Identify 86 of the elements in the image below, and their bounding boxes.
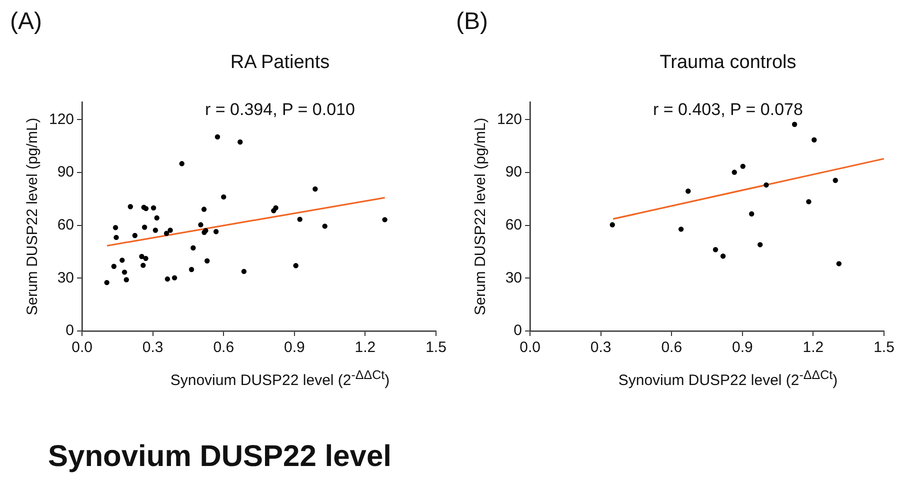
x-tick-label: 0.0	[72, 339, 92, 356]
x-tick-label: 1.5	[426, 339, 446, 356]
x-tick-label: 1.5	[874, 339, 894, 356]
point	[758, 242, 763, 248]
annotation: r = 0.403, P = 0.078	[652, 100, 804, 120]
point	[139, 254, 144, 260]
point	[749, 211, 754, 216]
point	[190, 245, 196, 250]
point	[154, 215, 160, 221]
point	[732, 170, 737, 175]
point	[214, 134, 220, 140]
point	[764, 182, 769, 188]
point	[678, 226, 684, 232]
x-tick-label: 0.9	[732, 339, 753, 356]
y-tick-label: 60	[57, 216, 74, 234]
annotation: r = 0.394, P = 0.010	[204, 100, 356, 120]
point	[297, 216, 302, 222]
y-tick-label: 120	[496, 110, 522, 128]
point	[150, 205, 156, 210]
y-axis-title: Serum DUSP22 level (pg/mL)	[24, 118, 42, 316]
y-tick-label: 60	[505, 216, 522, 234]
point	[164, 276, 170, 282]
point	[686, 188, 691, 194]
point	[143, 256, 148, 262]
x-tick-label: 0.3	[142, 339, 164, 356]
point	[164, 230, 170, 236]
point	[204, 258, 210, 264]
y-tick-label: 90	[57, 164, 74, 181]
x-axis-title: Synovium DUSP22 level (2$^{-ΔΔCt}$)	[169, 368, 391, 389]
y-tick-label: 120	[48, 110, 74, 128]
point	[140, 262, 146, 268]
point	[112, 225, 118, 230]
x-axis-title: Synovium DUSP22 level (2$^{-ΔΔCt}$)	[617, 368, 839, 389]
point	[792, 122, 798, 127]
point	[114, 234, 119, 240]
point	[720, 254, 726, 259]
point	[832, 178, 838, 183]
point	[188, 266, 194, 272]
y-axis-title: Serum DUSP22 level (pg/mL)	[472, 118, 490, 316]
point	[382, 217, 388, 222]
point	[124, 277, 129, 282]
point	[740, 164, 746, 169]
point	[836, 261, 842, 266]
point	[142, 224, 148, 230]
point	[241, 268, 247, 274]
point	[111, 264, 116, 269]
chart-title: Trauma controls	[658, 52, 798, 74]
point	[168, 228, 173, 233]
point	[293, 263, 298, 268]
text: (B)	[456, 8, 488, 36]
point	[152, 228, 158, 233]
point	[273, 205, 278, 210]
chart-title: RA Patients	[229, 52, 331, 74]
y-tick-label: 0	[66, 322, 74, 340]
point	[812, 137, 817, 142]
text: (A)	[10, 8, 42, 36]
point	[610, 222, 615, 228]
point	[238, 139, 243, 145]
point	[104, 280, 110, 286]
x-tick-label: 0.6	[213, 339, 234, 356]
text: Synovium DUSP22 level	[48, 440, 392, 474]
point	[143, 206, 149, 212]
point	[132, 232, 138, 238]
y-tick-label: 0	[514, 322, 522, 340]
point	[120, 258, 125, 263]
y-tick-label: 90	[505, 164, 522, 181]
x-tick-label: 0.3	[590, 339, 612, 356]
point	[128, 204, 134, 210]
x-tick-label: 0.9	[284, 339, 305, 356]
x-tick-label: 0.6	[661, 339, 682, 356]
x-tick-label: 1.2	[802, 339, 824, 356]
point	[198, 222, 204, 228]
point	[322, 224, 328, 229]
point	[122, 270, 128, 275]
point	[213, 229, 219, 234]
point	[201, 206, 207, 212]
point	[221, 194, 226, 200]
y-tick-label: 30	[57, 269, 74, 286]
x-tick-label: 0.0	[520, 339, 540, 356]
point	[806, 199, 812, 204]
point	[312, 186, 318, 192]
y-tick-label: 30	[505, 269, 522, 286]
x-tick-label: 1.2	[354, 339, 376, 356]
point	[179, 161, 184, 166]
point	[712, 247, 718, 252]
point	[172, 275, 178, 280]
